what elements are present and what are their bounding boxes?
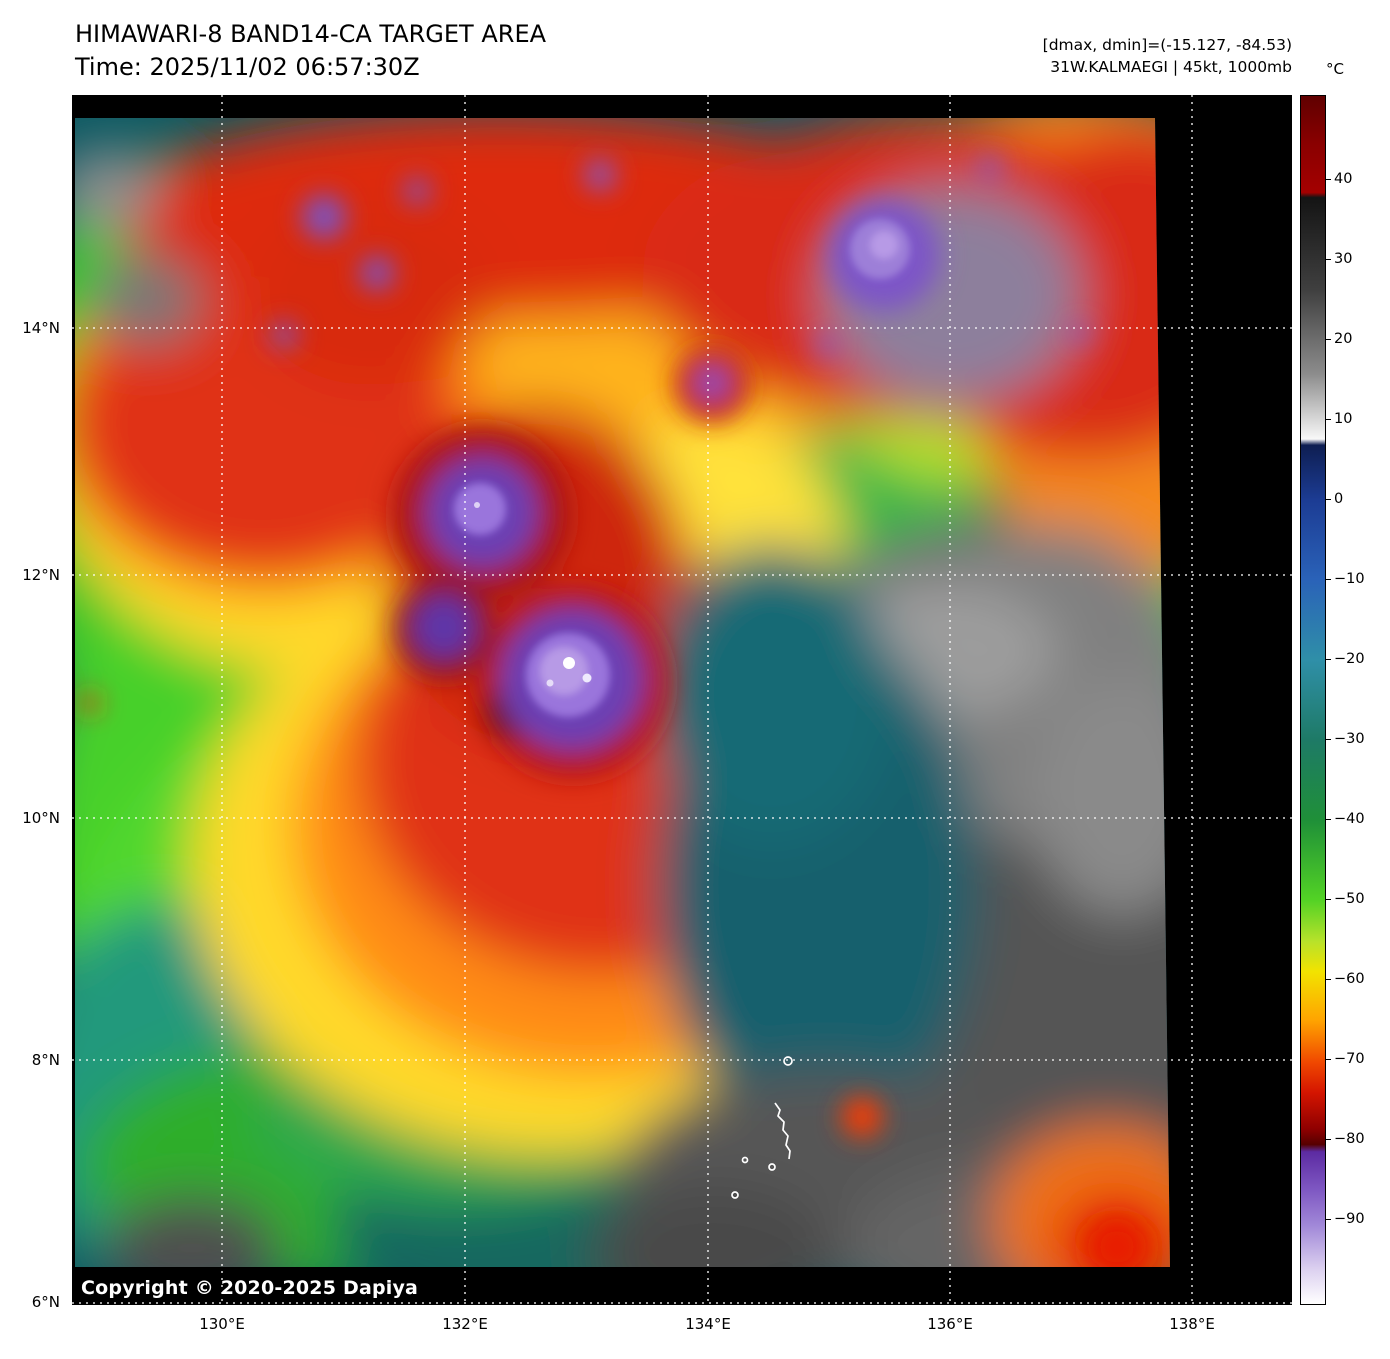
copyright-text: Copyright © 2020-2025 Dapiya: [81, 1277, 419, 1299]
gridlines: [72, 95, 1292, 1305]
satellite-data-swath: [75, 118, 1170, 1267]
lat-tick-label: 6°N: [31, 1293, 60, 1311]
colorbar-tick: −80: [1325, 1131, 1365, 1147]
dmax-dmin-readout: [dmax, dmin]=(-15.127, -84.53): [1042, 36, 1292, 54]
lon-tick-label: 130°E: [199, 1315, 245, 1333]
colorbar-tick: 40: [1324, 171, 1353, 187]
lon-tick-label: 134°E: [685, 1315, 731, 1333]
colorbar-tick: 0: [1324, 491, 1344, 507]
colorbar-tick: −70: [1325, 1051, 1365, 1067]
storm-core-detail: [454, 219, 910, 717]
lat-tick-label: 14°N: [22, 319, 60, 337]
storm-info: 31W.KALMAEGI | 45kt, 1000mb: [1050, 58, 1292, 76]
lat-tick-label: 12°N: [22, 566, 60, 584]
colorbar-tick: −10: [1325, 571, 1365, 587]
timestamp: Time: 2025/11/02 06:57:30Z: [75, 53, 420, 81]
colorbar-tick: −90: [1325, 1211, 1365, 1227]
colorbar-tick: −60: [1325, 971, 1365, 987]
satellite-image: [72, 95, 1292, 1305]
lat-tick-label: 10°N: [22, 809, 60, 827]
overshooting-tops: [474, 502, 592, 687]
colorbar-tick: −20: [1325, 651, 1365, 667]
colorbar-unit-label: °C: [1326, 60, 1344, 78]
colorbar-tick: −30: [1325, 731, 1365, 747]
lon-tick-label: 132°E: [442, 1315, 488, 1333]
lon-tick-label: 138°E: [1169, 1315, 1215, 1333]
lon-tick-label: 136°E: [927, 1315, 973, 1333]
colorbar: [1300, 95, 1326, 1305]
header-right: [dmax, dmin]=(-15.127, -84.53) 31W.KALMA…: [1043, 34, 1292, 78]
colorbar-tick: 30: [1324, 251, 1353, 267]
page-title: HIMAWARI-8 BAND14-CA TARGET AREA: [75, 20, 547, 48]
colorbar-tick: 10: [1324, 411, 1353, 427]
map-plot-area: Copyright © 2020-2025 Dapiya: [72, 95, 1292, 1305]
lat-tick-label: 8°N: [31, 1051, 60, 1069]
colorbar-tick: 20: [1324, 331, 1353, 347]
colorbar-tick: −40: [1325, 811, 1365, 827]
colorbar-tick: −50: [1325, 891, 1365, 907]
coastlines: [731, 1056, 793, 1199]
